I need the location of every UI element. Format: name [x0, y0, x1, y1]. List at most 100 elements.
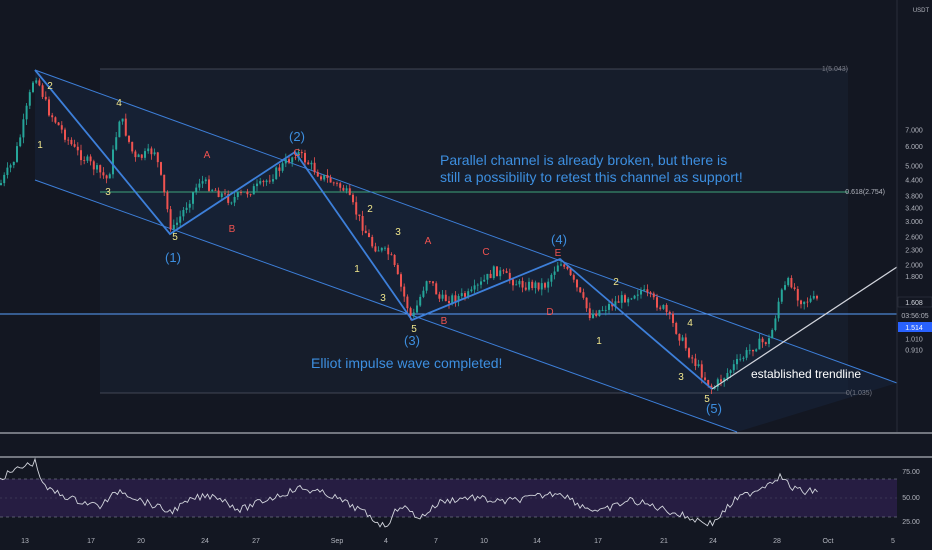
candle-body [608, 304, 610, 310]
candle-body [0, 183, 2, 185]
abc-label: A [425, 236, 432, 247]
candle-body [230, 202, 233, 204]
annotation-channel-line2: still a possibility to retest this chann… [440, 169, 743, 185]
candle-body [604, 310, 607, 311]
candle-body [35, 80, 38, 83]
candle-body [297, 152, 300, 159]
candle-body [787, 278, 790, 286]
candle-body [448, 301, 450, 304]
candle-body [528, 281, 530, 290]
price-tick-label: 2.600 [905, 234, 923, 241]
rsi-panel: 75.00 50.00 25.00 [0, 457, 920, 528]
candle-body [416, 305, 418, 313]
candle-body [371, 237, 374, 247]
candle-body [323, 175, 326, 180]
candle-body [57, 122, 60, 126]
candle-body [432, 281, 434, 284]
candle-body [620, 295, 623, 303]
candle-body [131, 141, 134, 152]
candle-body [243, 191, 246, 193]
candle-body [444, 294, 447, 301]
candle-body [336, 182, 338, 184]
candle-body [320, 176, 322, 180]
price-tick-label: 1.010 [905, 336, 923, 343]
candle-body [812, 296, 815, 299]
candle-body [140, 154, 143, 158]
candle-body [80, 150, 82, 161]
candle-body [339, 183, 342, 188]
channel-lower-line [34, 179, 738, 433]
minor-label: 1 [354, 264, 360, 275]
candle-body [748, 349, 751, 351]
candle-body [585, 297, 588, 309]
candle-body [806, 301, 809, 303]
candle-body [19, 137, 22, 147]
price-axis[interactable]: USDT 7.000 6.000 5.000 4.400 3.800 3.400 3.000… [896, 0, 932, 432]
candle-body [224, 193, 226, 195]
candle-body [659, 307, 662, 309]
candle-body [124, 118, 127, 136]
candle-body [387, 247, 390, 255]
candle-body [464, 293, 466, 297]
minor-label: 3 [395, 227, 401, 238]
minor-wave-labels: 1 2 3 4 5 3 5 2 1 3 4 5 2 1 4 3 5 [37, 81, 710, 405]
rsi-tick: 75.00 [902, 469, 920, 476]
candle-body [249, 194, 252, 196]
fib-label-0: 0(1.035) [846, 390, 872, 397]
candle-body [355, 202, 358, 215]
candle-body [51, 115, 54, 118]
candle-body [227, 194, 230, 203]
candle-body [3, 174, 6, 184]
time-tick-label: 14 [533, 538, 541, 545]
candle-body [688, 348, 690, 358]
candle-body [22, 119, 25, 138]
channel-fill [35, 70, 897, 432]
time-axis[interactable]: 13 17 20 24 27 Sep 4 7 10 14 17 21 24 28 Oct 5 [21, 538, 895, 545]
fib-label-1: 1(5.043) [822, 66, 848, 73]
candle-body [492, 266, 495, 279]
candle-body [288, 159, 290, 163]
candle-body [672, 313, 674, 323]
candle-body [486, 273, 489, 280]
candle-body [729, 370, 732, 373]
candle-body [329, 177, 332, 183]
last-price-value: 1.608 [905, 300, 923, 307]
candle-body [403, 286, 406, 297]
candle-body [48, 99, 50, 116]
candle-body [624, 295, 626, 303]
candle-body [92, 161, 95, 170]
candle-body [540, 283, 543, 290]
price-tick-label: 3.000 [905, 219, 923, 226]
candle-body [28, 92, 31, 106]
abc-label: C [482, 247, 489, 258]
countdown-value: 03:56:05 [901, 313, 928, 320]
candle-body [739, 358, 742, 360]
candle-body [115, 137, 118, 150]
candle-body [211, 189, 214, 191]
time-tick-label: 5 [891, 538, 895, 545]
price-tick-label: 4.400 [905, 178, 923, 185]
fib-levels: 1(5.043) 0.618(2.754) 0(1.035) [100, 66, 885, 397]
candle-body [803, 301, 806, 305]
candle-body [73, 144, 76, 147]
candle-body [553, 271, 556, 275]
candle-body [377, 250, 380, 252]
abc-label: A [204, 150, 211, 161]
annotation-channel-line1: Parallel channel is already broken, but … [440, 152, 727, 168]
time-tick-label: Oct [823, 538, 834, 545]
candle-body [256, 183, 258, 187]
candle-body [83, 160, 86, 161]
candle-body [457, 296, 460, 302]
candle-body [179, 216, 182, 223]
candle-body [348, 188, 351, 195]
candle-body [582, 292, 585, 298]
candle-body [41, 85, 44, 97]
candle-body [502, 270, 505, 272]
candle-body [544, 283, 546, 288]
candle-body [352, 194, 354, 203]
minor-label: 5 [411, 324, 417, 335]
candle-body [144, 151, 146, 158]
time-tick-label: 17 [87, 538, 95, 545]
candle-body [614, 301, 617, 307]
